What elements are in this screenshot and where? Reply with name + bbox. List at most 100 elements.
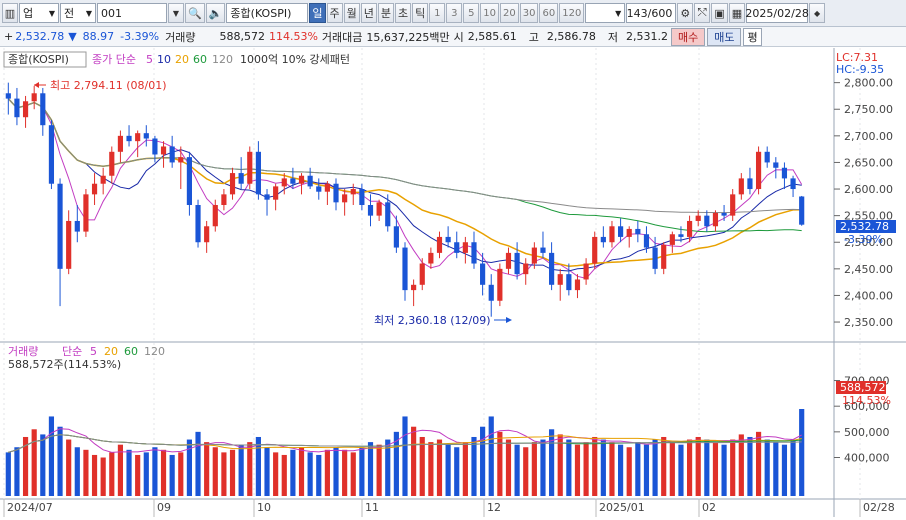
quote-bar: + 2,532.78 ▼ 88.97 -3.39% 거래량 588,572 11… <box>0 27 906 47</box>
price-change: 88.97 <box>82 30 115 43</box>
candle <box>428 252 434 264</box>
price-tick-label: 2,500.00 <box>844 236 893 249</box>
volume-bar <box>281 454 287 496</box>
volume-bar <box>195 431 201 496</box>
candle <box>549 252 555 285</box>
volume-bar <box>566 439 572 496</box>
candle <box>678 234 684 237</box>
minute-10[interactable]: 10 <box>480 3 500 23</box>
volume-bar <box>186 439 192 496</box>
price-volume-chart[interactable]: 2,350.00 2,400.00 2,450.00 2,500.00 2,550.00… <box>0 48 906 517</box>
code-input[interactable]: 001 <box>97 3 167 23</box>
candle <box>600 236 606 243</box>
volume-bar <box>411 426 417 496</box>
volume-bar <box>531 442 537 496</box>
minute-5[interactable]: 5 <box>463 3 480 23</box>
sell-button[interactable]: 매도 <box>707 27 742 46</box>
candle <box>229 173 236 195</box>
volume-bar <box>255 436 261 496</box>
volume-bar <box>643 444 650 496</box>
volume-bar <box>393 431 399 496</box>
search-icon[interactable]: 🔍 <box>185 3 205 23</box>
candle <box>195 205 201 243</box>
candle <box>22 101 29 118</box>
volume-bar <box>238 444 244 496</box>
volume-bar <box>333 447 339 496</box>
period-day[interactable]: 일 <box>309 3 326 23</box>
volume-bar <box>436 439 443 496</box>
trend-icon[interactable]: ⤲ <box>694 3 711 23</box>
candle <box>583 263 589 280</box>
volume-value: 588,572 <box>219 30 265 43</box>
minute-30[interactable]: 30 <box>519 3 539 23</box>
count-display[interactable]: 143/600 <box>626 3 677 23</box>
minute-120[interactable]: 120 <box>559 3 585 23</box>
save-icon[interactable]: ▣ <box>711 3 728 23</box>
volume-bar <box>91 454 98 496</box>
candle <box>393 226 399 248</box>
period-year[interactable]: 년 <box>360 3 377 23</box>
minute-3[interactable]: 3 <box>446 3 463 23</box>
low-label: 저 <box>607 30 618 44</box>
down-arrow-icon: ▼ <box>68 30 77 43</box>
vma120-label: 120 <box>144 345 165 358</box>
custom-period-input[interactable]: ▼ <box>585 3 626 23</box>
hc-value: HC:-9.35 <box>836 63 884 76</box>
volume-bar <box>273 452 279 496</box>
candle <box>281 178 287 187</box>
market-select[interactable]: 업 ▼ <box>19 3 59 23</box>
period-minute[interactable]: 분 <box>377 3 395 23</box>
chevron-down-icon: ▼ <box>48 8 55 18</box>
candle <box>445 236 451 243</box>
chart-settings-icon[interactable]: ⚙ <box>677 3 694 23</box>
date-spin-icon[interactable]: ◆ <box>809 3 826 23</box>
date-input[interactable]: 2025/02/28 <box>745 3 809 23</box>
candle <box>160 146 167 155</box>
vma5-label: 5 <box>90 345 97 358</box>
candle <box>574 279 581 291</box>
last-volume-value: 588,572 <box>840 381 886 394</box>
price-legend-name[interactable]: 종합(KOSPI) <box>8 53 69 66</box>
ma120-line <box>7 98 802 214</box>
volume-legend-name[interactable]: 거래량 <box>8 345 38 358</box>
period-second[interactable]: 초 <box>395 3 412 23</box>
ma10-label: 10 <box>157 53 171 66</box>
last-price-pct: -3.39% <box>844 233 883 246</box>
minute-1[interactable]: 1 <box>429 3 446 23</box>
volume-bar <box>109 452 115 496</box>
period-week[interactable]: 주 <box>326 3 343 23</box>
buy-button[interactable]: 매수 <box>670 27 706 46</box>
minute-60[interactable]: 60 <box>539 3 559 23</box>
volume-bar <box>514 444 520 496</box>
candle <box>721 212 727 216</box>
ma120-label: 120 <box>212 53 233 66</box>
layout-icon[interactable]: ▥ <box>2 3 18 23</box>
candle <box>531 247 537 264</box>
calendar-icon[interactable]: ▦ <box>728 3 746 23</box>
period-tick[interactable]: 틱 <box>412 3 429 23</box>
candle <box>747 178 753 190</box>
code-dropdown-icon[interactable]: ▼ <box>168 3 184 23</box>
volume-bar <box>488 416 494 496</box>
candle <box>773 162 779 168</box>
candle <box>514 252 520 275</box>
market-type-select[interactable]: 전 ▼ <box>60 3 96 23</box>
volume-bar <box>229 449 236 496</box>
volume-bar <box>695 436 701 496</box>
eval-button[interactable]: 평 <box>743 27 762 46</box>
speaker-icon[interactable]: 🔈 <box>205 3 226 23</box>
low-value: 2,531.2 <box>625 30 668 43</box>
candle <box>324 183 330 192</box>
expand-icon[interactable]: + <box>4 30 14 43</box>
ma-label: 종가 단순 <box>92 53 136 66</box>
candle <box>669 234 675 245</box>
market-value: 업 <box>23 7 34 20</box>
chart-area[interactable]: 2,350.00 2,400.00 2,450.00 2,500.00 2,550.00… <box>0 48 906 517</box>
period-month[interactable]: 월 <box>343 3 360 23</box>
volume-bar <box>505 439 512 496</box>
candle <box>799 196 805 225</box>
candle <box>255 151 261 195</box>
candle <box>238 173 244 184</box>
minute-20[interactable]: 20 <box>500 3 519 23</box>
volume-bar <box>74 447 80 496</box>
